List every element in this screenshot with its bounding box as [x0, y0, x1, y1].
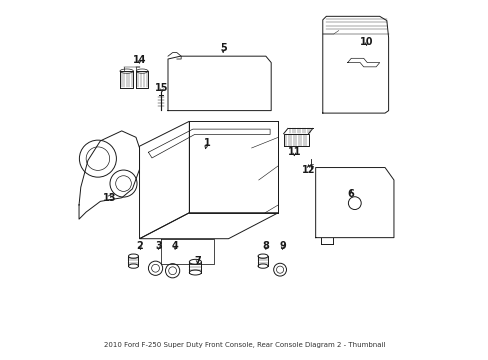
Text: 13: 13 [102, 193, 116, 203]
Text: 11: 11 [287, 147, 301, 157]
Text: 14: 14 [133, 55, 146, 65]
Text: 12: 12 [301, 165, 315, 175]
Text: 15: 15 [155, 83, 168, 93]
Text: 8: 8 [262, 241, 269, 251]
Text: 2: 2 [136, 241, 142, 251]
Text: 2010 Ford F-250 Super Duty Front Console, Rear Console Diagram 2 - Thumbnail: 2010 Ford F-250 Super Duty Front Console… [103, 342, 385, 348]
Text: 5: 5 [219, 43, 226, 53]
Text: 9: 9 [279, 241, 285, 251]
Text: 1: 1 [203, 138, 210, 148]
Text: 3: 3 [155, 241, 162, 251]
Text: 7: 7 [194, 256, 201, 266]
Text: 6: 6 [347, 189, 354, 198]
Text: 4: 4 [171, 241, 178, 251]
Text: 10: 10 [359, 37, 372, 47]
